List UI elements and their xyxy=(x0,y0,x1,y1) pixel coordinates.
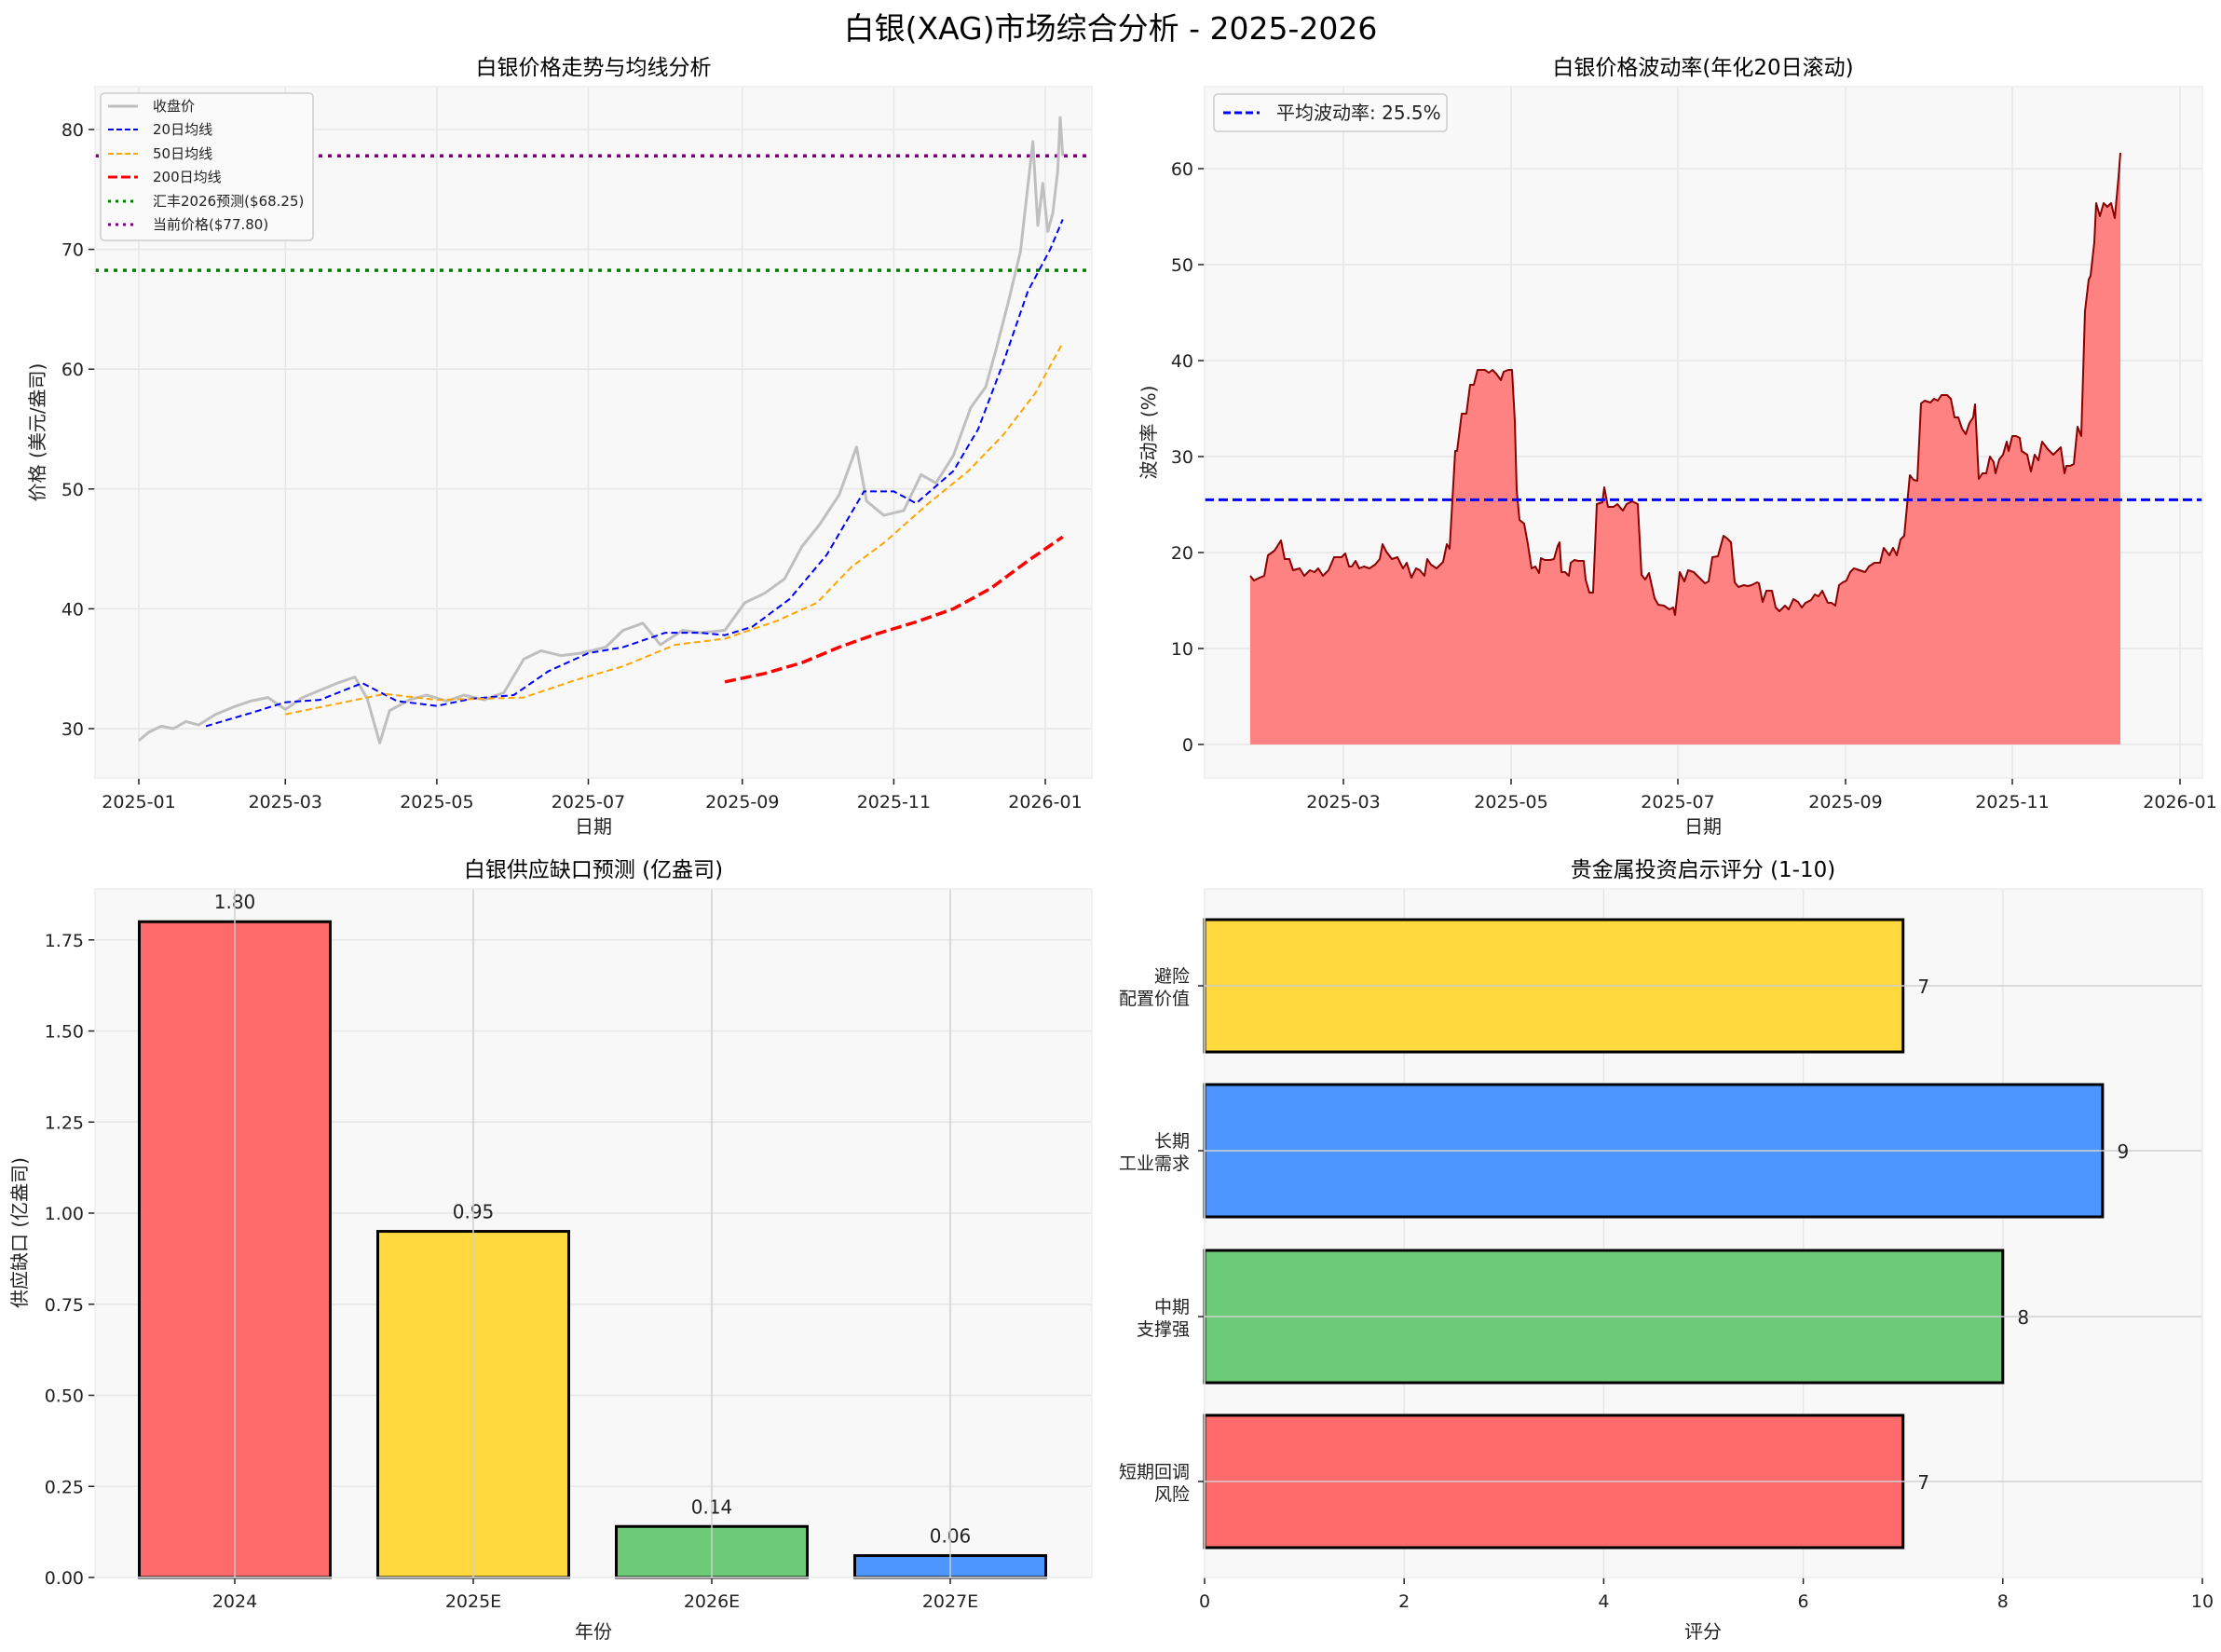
price-axes: 2025-01 2025-03 2025-05 2025-07 2025-09 2025-… xyxy=(61,86,1093,812)
y-tick-label: 20 xyxy=(1171,543,1193,564)
y-tick-label: 0.25 xyxy=(45,1477,84,1497)
y-tick-label: 70 xyxy=(61,240,84,261)
x-tick-label: 2025-01 xyxy=(102,792,175,812)
score-value-label: 7 xyxy=(1917,1471,1929,1494)
volatility-x-label: 日期 xyxy=(1684,815,1722,838)
series-line xyxy=(285,342,1064,716)
legend-hsbc: 汇丰2026预测($68.25) xyxy=(153,193,304,210)
volatility-chart: 白银价格波动率(年化20日滚动) 2025-03 2025-05 2025-07 20… xyxy=(1138,56,2217,838)
y-tick-label: 长期 xyxy=(1154,1131,1190,1152)
series-line xyxy=(724,535,1064,684)
y-tick-label: 50 xyxy=(61,480,84,500)
y-tick-label: 60 xyxy=(61,360,84,380)
score-x-label: 评分 xyxy=(1684,1620,1722,1643)
volatility-chart-title: 白银价格波动率(年化20日滚动) xyxy=(1552,56,1853,80)
series-line xyxy=(138,116,1065,744)
volatility-line xyxy=(1249,152,2121,616)
volatility-y-label: 波动率 (%) xyxy=(1138,386,1160,480)
y-tick-label: 0.75 xyxy=(45,1295,84,1316)
price-y-label: 价格 (美元/盎司) xyxy=(26,363,48,502)
price-legend: 收盘价 20日均线 50日均线 200日均线 汇丰2026预测($68.25) … xyxy=(100,92,314,241)
y-tick-label: 0.00 xyxy=(45,1568,84,1589)
x-tick-label: 2026-01 xyxy=(2143,792,2216,812)
score-value-label: 7 xyxy=(1917,976,1929,998)
legend-ma200: 200日均线 xyxy=(153,169,222,185)
y-tick-label: 10 xyxy=(1171,639,1193,660)
x-tick-label: 2025-05 xyxy=(400,792,473,812)
y-tick-label: 配置价值 xyxy=(1119,989,1190,1009)
y-tick-label: 风险 xyxy=(1154,1484,1190,1505)
deficit-y-label: 供应缺口 (亿盎司) xyxy=(8,1157,31,1308)
legend-close: 收盘价 xyxy=(153,98,195,115)
y-tick-label: 30 xyxy=(61,719,84,740)
deficit-x-label: 年份 xyxy=(575,1620,612,1643)
x-tick-label: 2025-03 xyxy=(249,792,322,812)
y-tick-label: 避险 xyxy=(1154,966,1190,987)
legend-ma50: 50日均线 xyxy=(153,145,212,162)
x-tick-label: 10 xyxy=(2191,1591,2214,1612)
y-tick-label: 80 xyxy=(61,120,84,141)
deficit-axes: 0.00 0.25 0.50 0.75 1.00 1.25 1.50 1.75 2024 2025… xyxy=(45,888,1093,1612)
x-tick-label: 2025-09 xyxy=(705,792,779,812)
x-tick-label: 6 xyxy=(1798,1591,1809,1612)
deficit-chart: 白银供应缺口预测 (亿盎司) 1.800.950.140.06 0.00 0.25… xyxy=(8,858,1093,1643)
x-tick-label: 2026-01 xyxy=(1008,792,1082,812)
price-chart-title: 白银价格走势与均线分析 xyxy=(476,56,712,80)
y-tick-label: 0 xyxy=(1182,735,1193,756)
series-line xyxy=(205,219,1064,728)
volatility-area xyxy=(1250,153,2120,744)
y-tick-label: 0.50 xyxy=(45,1386,84,1407)
price-grid xyxy=(95,87,1092,778)
y-tick-label: 1.50 xyxy=(45,1022,84,1043)
y-tick-label: 工业需求 xyxy=(1119,1154,1190,1174)
volatility-axes: 2025-03 2025-05 2025-07 2025-09 2025-11 2026-… xyxy=(1171,86,2217,812)
y-tick-label: 短期回调 xyxy=(1119,1462,1190,1482)
volatility-legend: 平均波动率: 25.5% xyxy=(1213,93,1448,132)
y-tick-label: 中期 xyxy=(1154,1297,1190,1318)
y-tick-label: 50 xyxy=(1171,255,1193,276)
score-value-label: 9 xyxy=(2118,1140,2130,1163)
x-tick-label: 2025-07 xyxy=(1641,792,1714,812)
y-tick-label: 1.75 xyxy=(45,931,84,951)
deficit-bars: 1.800.950.140.06 xyxy=(138,889,1047,1579)
score-bars: 7 8 9 7 xyxy=(1203,918,2202,1550)
legend-mean-volatility: 平均波动率: 25.5% xyxy=(1276,102,1441,124)
y-tick-label: 1.00 xyxy=(45,1204,84,1224)
figure-title: 白银(XAG)市场综合分析 - 2025-2026 xyxy=(844,10,1378,47)
x-tick-label: 2025-07 xyxy=(552,792,625,812)
score-value-label: 8 xyxy=(2017,1306,2029,1329)
x-tick-label: 2026E xyxy=(684,1591,740,1612)
price-chart: 白银价格走势与均线分析 2025-01 2025-03 2025-05 2025-07… xyxy=(26,56,1093,838)
y-tick-label: 40 xyxy=(61,599,84,620)
y-tick-label: 60 xyxy=(1171,159,1193,180)
x-tick-label: 2025E xyxy=(445,1591,501,1612)
y-tick-label: 支撑强 xyxy=(1137,1319,1190,1340)
volatility-series xyxy=(1205,152,2202,744)
price-x-label: 日期 xyxy=(575,815,612,838)
x-tick-label: 2025-11 xyxy=(1975,792,2049,812)
x-tick-label: 2027E xyxy=(922,1591,978,1612)
y-tick-label: 1.25 xyxy=(45,1113,84,1133)
x-tick-label: 2025-05 xyxy=(1474,792,1547,812)
y-tick-label: 30 xyxy=(1171,447,1193,468)
x-tick-label: 2025-11 xyxy=(857,792,931,812)
legend-ma20: 20日均线 xyxy=(153,121,212,138)
price-series xyxy=(95,116,1092,744)
x-tick-label: 2025-09 xyxy=(1808,792,1882,812)
legend-current: 当前价格($77.80) xyxy=(153,216,268,233)
score-chart-title: 贵金属投资启示评分 (1-10) xyxy=(1571,858,1835,882)
x-tick-label: 2024 xyxy=(212,1591,257,1612)
x-tick-label: 8 xyxy=(1997,1591,2009,1612)
x-tick-label: 0 xyxy=(1199,1591,1210,1612)
y-tick-label: 40 xyxy=(1171,351,1193,372)
x-tick-label: 4 xyxy=(1598,1591,1609,1612)
x-tick-label: 2 xyxy=(1398,1591,1410,1612)
x-tick-label: 2025-03 xyxy=(1306,792,1380,812)
deficit-chart-title: 白银供应缺口预测 (亿盎司) xyxy=(464,858,723,882)
